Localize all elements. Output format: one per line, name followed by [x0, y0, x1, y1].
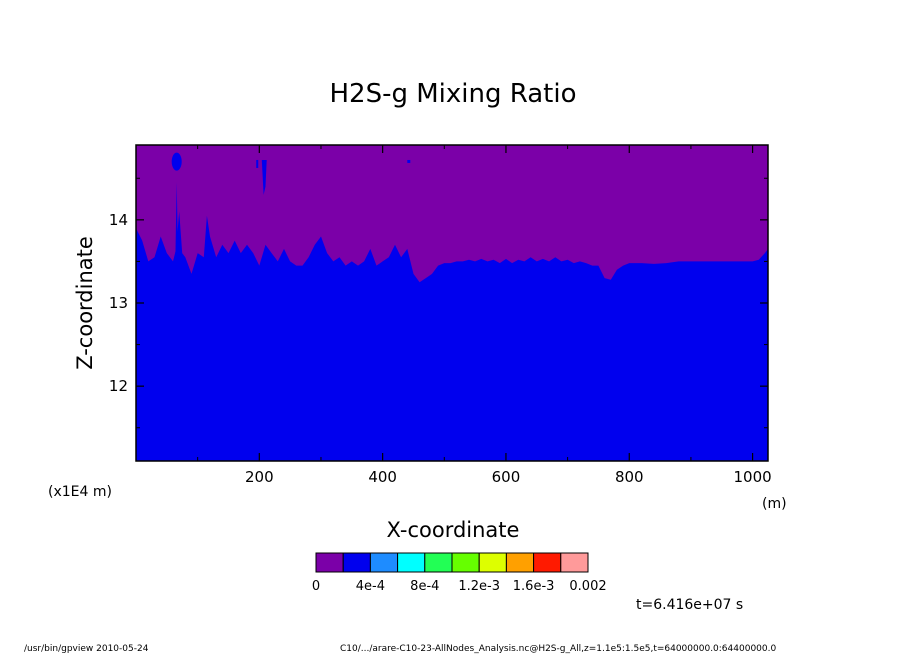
time-label: t=6.416e+07 s [636, 597, 743, 613]
blue-spike [175, 182, 178, 254]
y-tick-label: 12 [109, 377, 128, 395]
colorbar-label: 8e-4 [410, 579, 439, 594]
chart-title: H2S-g Mixing Ratio [329, 79, 576, 109]
blue-spike [261, 159, 267, 195]
x-tick-label: 1000 [733, 468, 771, 486]
y-tick-label: 14 [109, 211, 128, 229]
colorbar-label: 1.6e-3 [513, 579, 555, 594]
colorbar-swatch [369, 552, 399, 573]
x-tick-label: 600 [492, 468, 521, 486]
upper-region [136, 145, 768, 283]
y-tick-label: 13 [109, 294, 128, 312]
colorbar-labels: 0 4e-4 8e-4 1.2e-3 1.6e-3 0.002 [312, 579, 607, 594]
colorbar-swatch [478, 552, 507, 573]
colorbar-swatch [424, 552, 453, 573]
x-tick-label: 800 [615, 468, 644, 486]
colorbar-swatch [315, 552, 344, 573]
x-tick-label: 200 [245, 468, 274, 486]
colorbar-swatch [533, 552, 562, 573]
x-tick-label: 400 [368, 468, 397, 486]
colorbar-label: 1.2e-3 [458, 579, 500, 594]
footer-right: C10/.../arare-C10-23-AllNodes_Analysis.n… [340, 644, 776, 654]
blue-spike [407, 159, 411, 163]
colorbar-label: 0.002 [569, 579, 606, 594]
blue-blob [171, 152, 182, 171]
blue-spike [256, 159, 259, 168]
colorbar-label: 0 [312, 579, 320, 594]
colorbar-label: 4e-4 [356, 579, 385, 594]
y-axis-ticks: 12 13 14 [109, 177, 768, 429]
x-axis-ticks: 200 400 600 800 1000 [197, 145, 772, 486]
blue-spikes [171, 152, 411, 254]
x-unit-label: (m) [762, 496, 787, 512]
colorbar-swatch [397, 552, 426, 573]
footer-left: /usr/bin/gpview 2010-05-24 [24, 644, 149, 654]
colorbar-swatch [451, 552, 480, 573]
x-axis-label: X-coordinate [387, 518, 520, 542]
colorbar [315, 552, 589, 573]
colorbar-swatch [505, 552, 535, 573]
y-unit-label: (x1E4 m) [48, 484, 112, 500]
colorbar-swatch [342, 552, 371, 573]
y-axis-label: Z-coordinate [73, 236, 97, 370]
colorbar-swatch [560, 552, 589, 573]
